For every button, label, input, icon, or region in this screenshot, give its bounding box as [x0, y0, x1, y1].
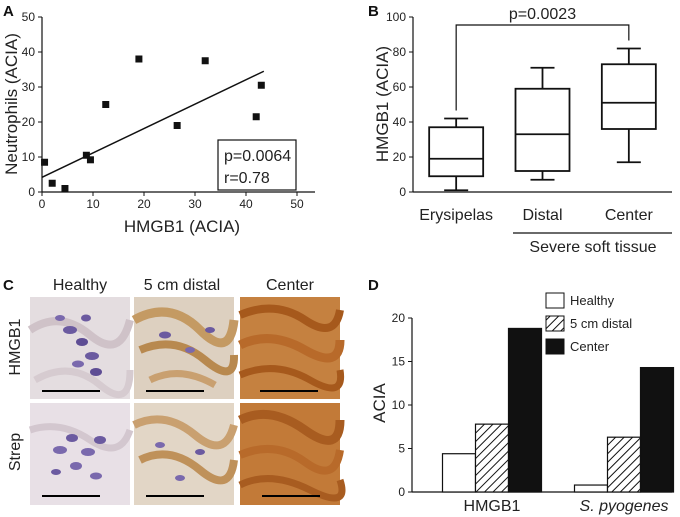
- panel-a-point: [48, 179, 56, 187]
- micrograph-distal-strep: [132, 403, 238, 505]
- panel-d-ytick-label: 0: [398, 485, 405, 499]
- legend-label-center: Center: [570, 339, 610, 354]
- panel-b-ytick-label: 0: [399, 185, 406, 199]
- panel-b-significance: [455, 24, 630, 111]
- panel-letter-a: A: [3, 3, 14, 20]
- panel-b-box: [600, 63, 657, 130]
- panel-b-boxes: Erysipelas Distal Center: [419, 47, 657, 224]
- micrograph-row-strep: Strep: [7, 433, 24, 471]
- panel-b-axes: 0 20 40 60 80 100: [386, 10, 672, 199]
- panel-a-xtick-label: 0: [39, 197, 46, 211]
- legend-label-distal: 5 cm distal: [570, 316, 632, 331]
- panel-a-ytick-label: 40: [22, 45, 36, 59]
- panel-a-xtick-label: 20: [137, 197, 151, 211]
- panel-d-ytick-label: 10: [392, 398, 406, 412]
- micrograph-center-strep: [237, 403, 346, 505]
- panel-a-xlabel: HMGB1 (ACIA): [124, 217, 240, 236]
- panel-b-category-label: Center: [605, 207, 654, 224]
- panel-a-point: [86, 156, 94, 164]
- panel-d-ytick-label: 15: [392, 355, 406, 369]
- panel-a-xtick-label: 10: [86, 197, 100, 211]
- micrograph-col-distal: 5 cm distal: [144, 277, 220, 294]
- panel-a-point: [82, 151, 90, 159]
- panel-d-bar: [639, 366, 675, 493]
- panel-a-point: [173, 122, 181, 129]
- panel-b-pvalue: p=0.0023: [509, 6, 576, 23]
- panel-d-bar: [573, 484, 609, 493]
- panel-a-point: [135, 55, 143, 63]
- panel-a-ytick-label: 50: [22, 10, 36, 24]
- panel-a-ytick-label: 30: [22, 80, 36, 94]
- panel-a-xtick-label: 30: [188, 197, 202, 211]
- panel-d-bar: [441, 453, 477, 493]
- panel-b-ytick-label: 40: [393, 115, 407, 129]
- panel-a-ytick-label: 0: [28, 185, 35, 199]
- panel-d-ytick-label: 20: [392, 311, 406, 325]
- micrograph-row-hmgb1: HMGB1: [7, 318, 24, 375]
- micrograph-col-center: Center: [266, 277, 315, 294]
- micrograph-center-hmgb1: [237, 297, 345, 399]
- panel-a-point: [41, 158, 49, 166]
- panel-a-point: [201, 57, 209, 65]
- panel-a-stat-r: r=0.78: [224, 170, 270, 187]
- panel-a-stat-p: p=0.0064: [224, 148, 291, 165]
- panel-c: C Healthy 5 cm distal Center HMGB1 Strep: [3, 277, 346, 505]
- panel-a-points: [41, 55, 265, 192]
- panel-d-ylabel: ACIA: [370, 383, 389, 423]
- panel-b-ytick-label: 60: [393, 80, 407, 94]
- panel-a: A 0 10 20 30 40 50 0 10 20 30 40 50 p=0.0064 r=0.78…: [2, 3, 315, 236]
- micrograph-distal-hmgb1: [131, 297, 239, 399]
- panel-a-regression-line: [41, 70, 265, 178]
- legend-swatch-healthy: [545, 292, 565, 309]
- micrograph-col-healthy: Healthy: [53, 277, 107, 294]
- panel-a-point: [61, 185, 69, 192]
- legend-label-healthy: Healthy: [570, 293, 615, 308]
- panel-b-category-label: Erysipelas: [419, 207, 493, 224]
- panel-a-ytick-label: 10: [22, 150, 36, 164]
- panel-d-category-hmgb1: HMGB1: [464, 498, 521, 515]
- panel-d: D 0 5 10 15 20 ACIA HMGB1 S. pyogenes Health…: [368, 277, 675, 515]
- panel-letter-d: D: [368, 277, 379, 294]
- panel-b-category-label: Distal: [522, 207, 562, 224]
- panel-d-bars: [441, 327, 675, 493]
- panel-d-ytick-label: 5: [398, 442, 405, 456]
- panel-a-point: [102, 101, 110, 108]
- micrograph-healthy-strep: [28, 403, 134, 505]
- legend-swatch-center: [545, 338, 565, 355]
- panel-b: B 0 20 40 60 80 100 Erysipelas Distal Center p=…: [368, 3, 672, 256]
- panel-d-bar: [507, 327, 543, 493]
- legend-swatch-distal: [545, 315, 565, 332]
- panel-a-point: [257, 81, 265, 89]
- panel-d-category-spyogenes: S. pyogenes: [580, 498, 669, 515]
- panel-a-ytick-label: 20: [22, 115, 36, 129]
- panel-b-sig-bracket: [455, 24, 630, 111]
- panel-b-ytick-label: 20: [393, 150, 407, 164]
- panel-a-ylabel: Neutrophils (ACIA): [2, 33, 21, 175]
- panel-b-box: [514, 87, 571, 172]
- panel-b-ytick-label: 100: [386, 10, 406, 24]
- panel-a-axes: 0 10 20 30 40 50 0 10 20 30 40 50: [22, 10, 315, 211]
- panel-d-legend: Healthy 5 cm distal Center: [545, 292, 632, 355]
- panel-b-box: [428, 126, 485, 178]
- panel-a-point: [252, 113, 260, 121]
- panel-b-ylabel: HMGB1 (ACIA): [373, 46, 392, 162]
- panel-a-xtick-label: 50: [290, 197, 304, 211]
- micrograph-healthy-hmgb1: [27, 297, 134, 399]
- panel-a-xtick-label: 40: [239, 197, 253, 211]
- panel-letter-b: B: [368, 3, 379, 20]
- panel-d-bar: [606, 436, 642, 493]
- panel-b-group-label: Severe soft tissue: [529, 239, 656, 256]
- panel-d-bar: [474, 423, 510, 493]
- panel-a-stats-box: [217, 139, 297, 191]
- panel-b-ytick-label: 80: [393, 45, 407, 59]
- panel-letter-c: C: [3, 277, 14, 294]
